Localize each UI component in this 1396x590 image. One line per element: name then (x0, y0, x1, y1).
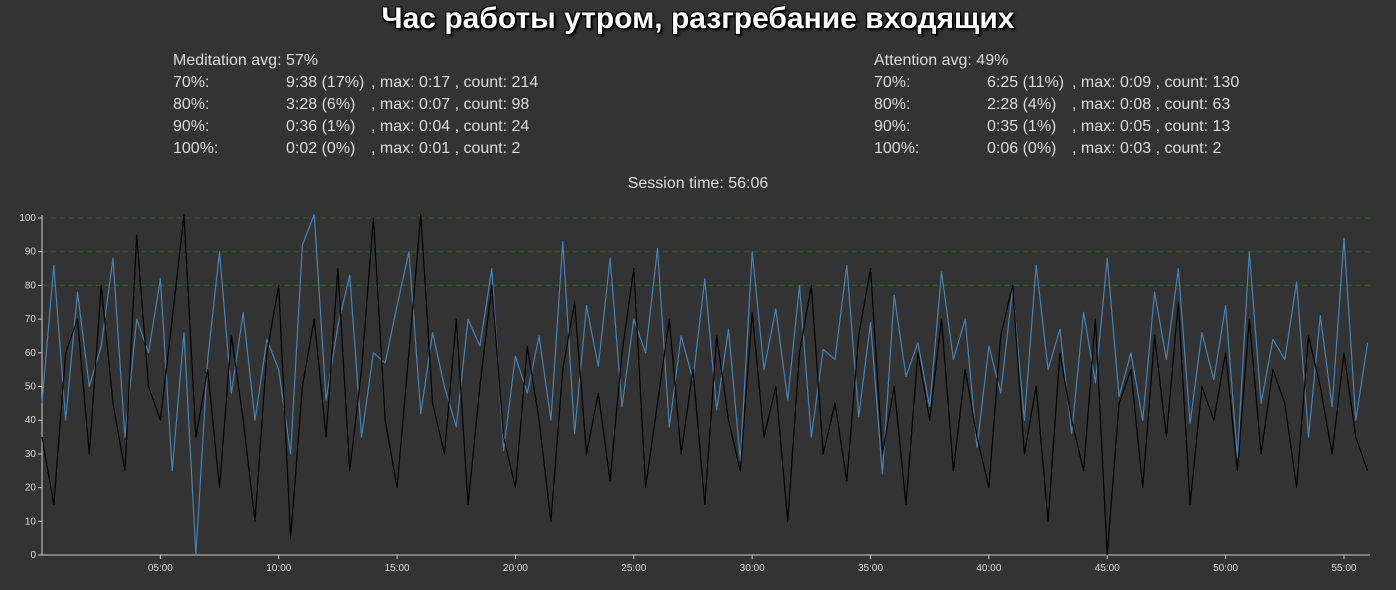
y-tick-label: 0 (30, 550, 36, 561)
level-label: 90%: (173, 118, 210, 135)
duration-value: 0:36 (1%) (286, 118, 356, 135)
meditation-row-90: 90%: 0:36 (1%) , max: 0:04 , count: 24 (173, 116, 538, 138)
duration-value: 0:35 (1%) (987, 118, 1057, 135)
duration-value: 0:06 (0%) (987, 140, 1057, 157)
duration-value: 2:28 (4%) (987, 96, 1057, 113)
y-tick-label: 90 (25, 247, 37, 258)
attention-row-90: 90%: 0:35 (1%) , max: 0:05 , count: 13 (874, 116, 1239, 138)
y-tick-label: 50 (25, 382, 37, 393)
eeg-line-chart: 0 10 20 30 40 50 60 70 80 90 100 05:00 10:00 15:00 20:… (19, 213, 1370, 574)
y-tick-label: 80 (25, 280, 37, 291)
x-tick-label: 55:00 (1331, 563, 1356, 574)
duration-value: 6:25 (11%) (987, 74, 1065, 91)
x-tick-label: 15:00 (385, 563, 410, 574)
meditation-series-line (41, 214, 1369, 556)
level-label: 70%: (173, 74, 210, 91)
attention-row-70: 70%: 6:25 (11%) , max: 0:09 , count: 130 (874, 72, 1239, 94)
attention-row-80: 80%: 2:28 (4%) , max: 0:08 , count: 63 (874, 94, 1239, 116)
duration-value: 3:28 (6%) (286, 96, 356, 113)
meditation-stats: Meditation avg: 57% 70%: 9:38 (17%) , max:… (173, 50, 538, 160)
y-tick-label: 20 (25, 483, 37, 494)
level-label: 70%: (874, 74, 911, 91)
y-tick-label: 70 (25, 314, 37, 325)
max-count-text: , max: 0:03 , count: 2 (1072, 140, 1222, 157)
max-count-text: , max: 0:17 , count: 214 (371, 74, 539, 91)
duration-value: 9:38 (17%) (286, 74, 365, 91)
max-count-text: , max: 0:08 , count: 63 (1072, 96, 1231, 113)
level-label: 100%: (874, 140, 920, 157)
max-count-text: , max: 0:01 , count: 2 (371, 140, 521, 157)
meditation-row-70: 70%: 9:38 (17%) , max: 0:17 , count: 214 (173, 72, 538, 94)
max-count-text: , max: 0:09 , count: 130 (1072, 74, 1240, 91)
attention-stats: Attention avg: 49% 70%: 6:25 (11%) , max: … (874, 50, 1239, 160)
attention-series-line (41, 214, 1369, 556)
x-tick-label: 40:00 (976, 563, 1001, 574)
level-label: 80%: (173, 96, 210, 113)
meditation-row-80: 80%: 3:28 (6%) , max: 0:07 , count: 98 (173, 94, 538, 116)
x-tick-label: 35:00 (858, 563, 883, 574)
duration-value: 0:02 (0%) (286, 140, 356, 157)
x-tick-label: 20:00 (503, 563, 528, 574)
x-tick-label: 30:00 (740, 563, 765, 574)
level-label: 80%: (874, 96, 911, 113)
level-label: 100%: (173, 140, 219, 157)
x-tick-label: 25:00 (621, 563, 646, 574)
y-tick-label: 100 (19, 213, 36, 224)
max-count-text: , max: 0:05 , count: 13 (1072, 118, 1231, 135)
level-label: 90%: (874, 118, 911, 135)
session-time: Session time: 56:06 (627, 175, 769, 192)
x-tick-label: 05:00 (148, 563, 173, 574)
y-tick-label: 10 (25, 516, 37, 527)
meditation-avg: Meditation avg: 57% (173, 52, 318, 69)
x-tick-label: 50:00 (1213, 563, 1238, 574)
meditation-row-100: 100%: 0:02 (0%) , max: 0:01 , count: 2 (173, 138, 538, 160)
x-tick-label: 10:00 (266, 563, 291, 574)
max-count-text: , max: 0:07 , count: 98 (371, 96, 530, 113)
x-tick-label: 45:00 (1095, 563, 1120, 574)
max-count-text: , max: 0:04 , count: 24 (371, 118, 530, 135)
y-tick-label: 30 (25, 449, 37, 460)
chart-title: Час работы утром, разгребание входящих (381, 2, 1015, 35)
y-tick-label: 60 (25, 348, 37, 359)
y-tick-label: 40 (25, 415, 37, 426)
attention-avg: Attention avg: 49% (874, 52, 1009, 69)
attention-row-100: 100%: 0:06 (0%) , max: 0:03 , count: 2 (874, 138, 1239, 160)
